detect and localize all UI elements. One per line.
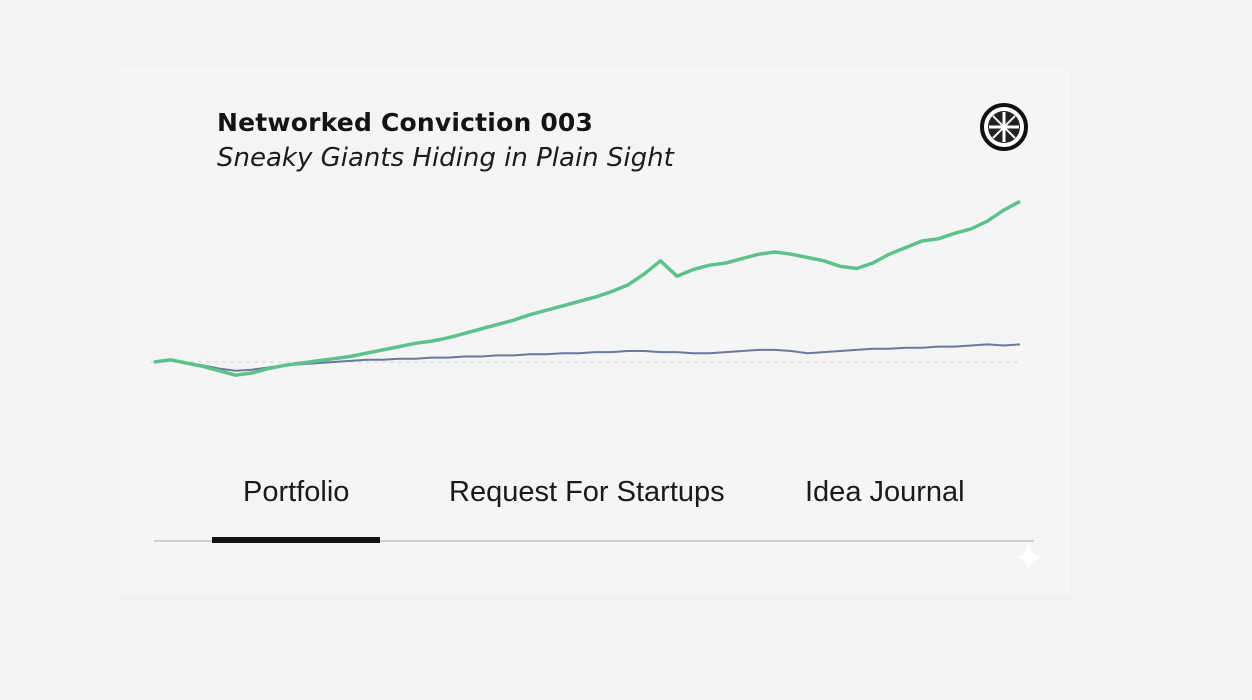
portfolio-series-line	[153, 199, 1021, 377]
wheel-globe-icon[interactable]	[980, 103, 1028, 151]
tab-portfolio[interactable]: Portfolio	[243, 476, 350, 508]
tab-request-for-startups[interactable]: Request For Startups	[449, 476, 725, 508]
hero-card	[120, 66, 1070, 596]
tab-bar-divider	[154, 540, 1034, 542]
page-title: Networked Conviction 003	[217, 108, 594, 137]
performance-chart	[150, 199, 1021, 377]
page-subtitle: Sneaky Giants Hiding in Plain Sight	[217, 143, 674, 173]
tab-idea-journal[interactable]: Idea Journal	[805, 476, 965, 508]
sparkle-icon: ✦	[1012, 537, 1046, 581]
active-tab-indicator	[212, 537, 380, 543]
